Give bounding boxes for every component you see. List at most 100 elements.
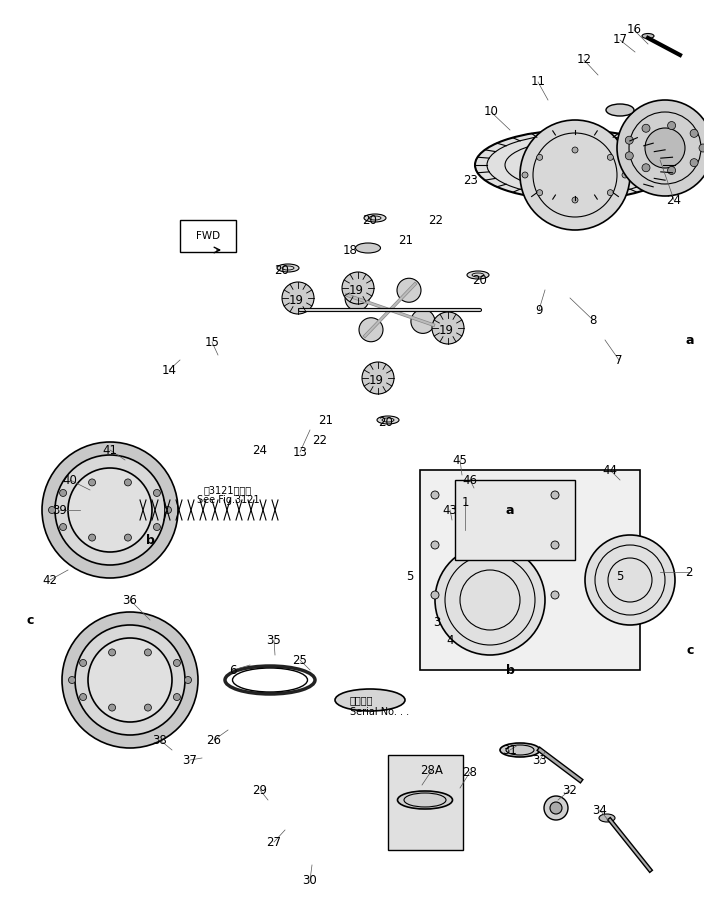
Ellipse shape xyxy=(606,104,634,116)
Text: 7: 7 xyxy=(615,354,623,367)
Circle shape xyxy=(108,704,115,711)
Text: b: b xyxy=(146,533,154,546)
Text: 15: 15 xyxy=(205,335,220,348)
Circle shape xyxy=(80,694,87,701)
Text: 23: 23 xyxy=(463,173,479,186)
Text: c: c xyxy=(686,644,693,657)
Text: 20: 20 xyxy=(275,263,289,276)
Text: 13: 13 xyxy=(293,446,308,459)
Text: 22: 22 xyxy=(313,434,327,447)
Text: a: a xyxy=(686,333,694,346)
Text: 19: 19 xyxy=(348,284,363,297)
Text: 1: 1 xyxy=(461,495,469,508)
Text: 25: 25 xyxy=(293,654,308,667)
Ellipse shape xyxy=(599,814,615,822)
Bar xyxy=(388,755,463,850)
Text: 12: 12 xyxy=(577,53,591,66)
Circle shape xyxy=(282,282,314,314)
Circle shape xyxy=(642,124,650,133)
Text: 28: 28 xyxy=(463,765,477,778)
Ellipse shape xyxy=(467,271,489,279)
Text: 39: 39 xyxy=(53,504,68,517)
Text: 16: 16 xyxy=(627,24,641,37)
Text: 45: 45 xyxy=(453,453,467,467)
Text: 40: 40 xyxy=(63,473,77,486)
Circle shape xyxy=(551,591,559,599)
Text: 22: 22 xyxy=(429,214,444,227)
Circle shape xyxy=(173,659,180,667)
Circle shape xyxy=(617,100,704,196)
Circle shape xyxy=(608,190,613,195)
Text: 41: 41 xyxy=(103,444,118,457)
Ellipse shape xyxy=(500,743,540,757)
Text: 20: 20 xyxy=(379,415,394,428)
Text: c: c xyxy=(26,613,34,626)
Text: 17: 17 xyxy=(612,33,627,46)
Circle shape xyxy=(690,129,698,137)
Ellipse shape xyxy=(377,416,399,424)
Text: 21: 21 xyxy=(398,234,413,247)
Circle shape xyxy=(68,677,75,683)
Text: 26: 26 xyxy=(206,733,222,747)
Ellipse shape xyxy=(335,689,405,711)
Ellipse shape xyxy=(356,243,380,253)
Circle shape xyxy=(411,309,435,333)
Circle shape xyxy=(345,286,369,310)
Text: 4: 4 xyxy=(446,634,454,647)
Ellipse shape xyxy=(277,264,299,272)
Text: 2: 2 xyxy=(685,565,693,578)
Text: Serial No. . .: Serial No. . . xyxy=(350,707,409,717)
Text: 20: 20 xyxy=(472,274,487,286)
Text: 33: 33 xyxy=(533,753,548,766)
Circle shape xyxy=(342,272,374,304)
Text: 6: 6 xyxy=(230,663,237,677)
Text: 36: 36 xyxy=(122,593,137,607)
Bar xyxy=(420,470,640,670)
Circle shape xyxy=(642,164,650,171)
Circle shape xyxy=(49,507,56,514)
Circle shape xyxy=(536,155,543,160)
Circle shape xyxy=(690,158,698,167)
Circle shape xyxy=(431,491,439,499)
Text: 第3121図参照: 第3121図参照 xyxy=(204,485,252,495)
Ellipse shape xyxy=(475,130,675,200)
Text: 19: 19 xyxy=(439,323,453,336)
Circle shape xyxy=(667,122,676,130)
Circle shape xyxy=(625,152,634,160)
Ellipse shape xyxy=(642,33,654,39)
Circle shape xyxy=(699,144,704,152)
Text: 28A: 28A xyxy=(420,764,444,776)
Circle shape xyxy=(62,612,198,748)
Text: 31: 31 xyxy=(503,743,517,756)
Ellipse shape xyxy=(364,214,386,222)
Text: FWD: FWD xyxy=(196,231,220,241)
Circle shape xyxy=(362,362,394,394)
Circle shape xyxy=(89,534,96,541)
Circle shape xyxy=(667,167,676,174)
Circle shape xyxy=(108,649,115,656)
Circle shape xyxy=(435,545,545,655)
Text: 46: 46 xyxy=(463,473,477,486)
Text: 14: 14 xyxy=(161,364,177,377)
Text: 18: 18 xyxy=(343,243,358,257)
Circle shape xyxy=(89,479,96,486)
Text: 3: 3 xyxy=(434,615,441,628)
Text: b: b xyxy=(505,663,515,677)
Text: 30: 30 xyxy=(303,873,318,887)
Circle shape xyxy=(431,591,439,599)
Circle shape xyxy=(431,541,439,549)
Circle shape xyxy=(184,677,191,683)
Circle shape xyxy=(397,278,421,302)
Text: 9: 9 xyxy=(535,304,543,317)
Text: 42: 42 xyxy=(42,574,58,587)
Circle shape xyxy=(144,649,151,656)
Text: 35: 35 xyxy=(267,634,282,647)
Text: 21: 21 xyxy=(318,414,334,426)
Circle shape xyxy=(55,455,165,565)
Text: 5: 5 xyxy=(616,570,624,584)
Circle shape xyxy=(165,507,172,514)
Circle shape xyxy=(572,147,578,153)
Text: 38: 38 xyxy=(153,733,168,747)
Circle shape xyxy=(60,523,67,530)
Circle shape xyxy=(125,534,132,541)
